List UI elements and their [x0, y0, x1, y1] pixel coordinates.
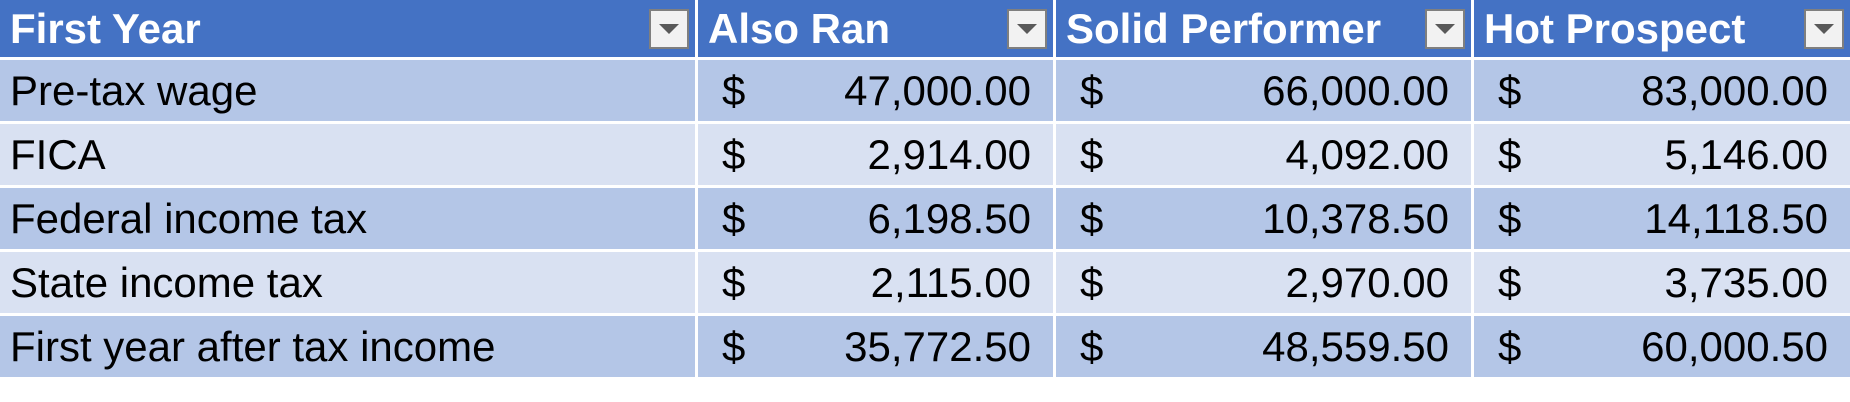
currency-symbol: $	[1080, 130, 1104, 178]
filter-dropdown-button[interactable]	[1425, 8, 1465, 49]
chevron-down-icon	[1814, 23, 1834, 34]
amount-value: 2,970.00	[1285, 258, 1450, 306]
currency-cell[interactable]: $10,378.50	[1056, 188, 1474, 252]
currency-symbol: $	[1498, 130, 1522, 178]
row-label: State income tax	[10, 258, 323, 306]
row-label: First year after tax income	[10, 322, 496, 370]
currency-symbol: $	[1080, 194, 1104, 242]
currency-cell[interactable]: $5,146.00	[1474, 124, 1850, 188]
table-row: Pre-tax wage $47,000.00 $66,000.00 $83,0…	[0, 60, 1850, 124]
amount-value: 6,198.50	[867, 194, 1032, 242]
row-label-cell[interactable]: First year after tax income	[0, 316, 698, 380]
column-header-also-ran: Also Ran	[698, 0, 1056, 60]
currency-cell[interactable]: $6,198.50	[698, 188, 1056, 252]
currency-symbol: $	[1498, 66, 1522, 114]
amount-value: 83,000.00	[1641, 66, 1828, 114]
amount-value: 4,092.00	[1285, 130, 1450, 178]
column-header-label: Also Ran	[708, 4, 891, 52]
currency-cell[interactable]: $47,000.00	[698, 60, 1056, 124]
currency-symbol: $	[1080, 322, 1104, 370]
amount-value: 47,000.00	[844, 66, 1031, 114]
currency-symbol: $	[722, 194, 746, 242]
row-label-cell[interactable]: State income tax	[0, 252, 698, 316]
data-table: First Year Also Ran Solid Performer Hot …	[0, 0, 1850, 380]
chevron-down-icon	[1017, 23, 1037, 34]
currency-cell[interactable]: $66,000.00	[1056, 60, 1474, 124]
amount-value: 2,914.00	[867, 130, 1032, 178]
currency-symbol: $	[722, 66, 746, 114]
header-row: First Year Also Ran Solid Performer Hot …	[0, 0, 1850, 60]
amount-value: 66,000.00	[1262, 66, 1449, 114]
currency-symbol: $	[1080, 258, 1104, 306]
amount-value: 14,118.50	[1644, 194, 1828, 242]
chevron-down-icon	[659, 23, 679, 34]
currency-cell[interactable]: $2,115.00	[698, 252, 1056, 316]
amount-value: 2,115.00	[870, 258, 1031, 306]
filter-dropdown-button[interactable]	[649, 8, 689, 49]
currency-symbol: $	[722, 258, 746, 306]
row-label-cell[interactable]: Pre-tax wage	[0, 60, 698, 124]
currency-cell[interactable]: $3,735.00	[1474, 252, 1850, 316]
amount-value: 3,735.00	[1664, 258, 1829, 306]
currency-cell[interactable]: $14,118.50	[1474, 188, 1850, 252]
table-row: Federal income tax $6,198.50 $10,378.50 …	[0, 188, 1850, 252]
row-label-cell[interactable]: FICA	[0, 124, 698, 188]
filter-dropdown-button[interactable]	[1804, 8, 1844, 49]
filter-dropdown-button[interactable]	[1007, 8, 1047, 49]
row-label: FICA	[10, 130, 106, 178]
currency-symbol: $	[1080, 66, 1104, 114]
currency-symbol: $	[1498, 258, 1522, 306]
currency-symbol: $	[1498, 194, 1522, 242]
amount-value: 5,146.00	[1664, 130, 1829, 178]
currency-cell[interactable]: $2,970.00	[1056, 252, 1474, 316]
currency-cell[interactable]: $35,772.50	[698, 316, 1056, 380]
row-label: Pre-tax wage	[10, 66, 258, 114]
currency-symbol: $	[722, 130, 746, 178]
column-header-label: First Year	[10, 4, 201, 52]
currency-cell[interactable]: $48,559.50	[1056, 316, 1474, 380]
currency-cell[interactable]: $2,914.00	[698, 124, 1056, 188]
amount-value: 35,772.50	[844, 322, 1031, 370]
currency-symbol: $	[722, 322, 746, 370]
column-header-label: Hot Prospect	[1484, 4, 1746, 52]
column-header-label: Solid Performer	[1066, 4, 1382, 52]
amount-value: 10,378.50	[1262, 194, 1449, 242]
table-row: First year after tax income $35,772.50 $…	[0, 316, 1850, 380]
table-row: FICA $2,914.00 $4,092.00 $5,146.00	[0, 124, 1850, 188]
amount-value: 48,559.50	[1262, 322, 1449, 370]
column-header-solid-performer: Solid Performer	[1056, 0, 1474, 60]
table-row: State income tax $2,115.00 $2,970.00 $3,…	[0, 252, 1850, 316]
currency-cell[interactable]: $83,000.00	[1474, 60, 1850, 124]
column-header-first-year: First Year	[0, 0, 698, 60]
column-header-hot-prospect: Hot Prospect	[1474, 0, 1850, 60]
row-label: Federal income tax	[10, 194, 368, 242]
currency-cell[interactable]: $60,000.50	[1474, 316, 1850, 380]
amount-value: 60,000.50	[1641, 322, 1828, 370]
row-label-cell[interactable]: Federal income tax	[0, 188, 698, 252]
currency-cell[interactable]: $4,092.00	[1056, 124, 1474, 188]
chevron-down-icon	[1435, 23, 1455, 34]
currency-symbol: $	[1498, 322, 1522, 370]
